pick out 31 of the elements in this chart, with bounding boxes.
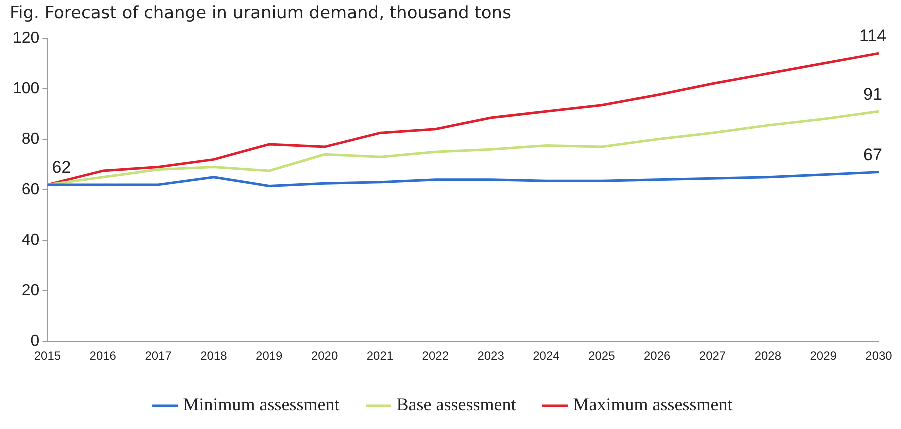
x-tick-label: 2026 bbox=[644, 349, 671, 364]
x-tick-label: 2024 bbox=[533, 349, 560, 364]
x-tick-label: 2027 bbox=[699, 349, 726, 364]
x-tick-label: 2023 bbox=[478, 349, 505, 364]
x-tick-label: 2029 bbox=[810, 349, 838, 364]
data-label: 114 bbox=[859, 26, 887, 46]
legend-label: Minimum assessment bbox=[183, 394, 340, 415]
y-tick-label: 40 bbox=[22, 232, 40, 249]
x-tick-label: 2021 bbox=[366, 349, 394, 364]
x-tick-label: 2025 bbox=[588, 349, 616, 364]
x-tick-label: 2017 bbox=[145, 349, 172, 364]
y-tick-label: 20 bbox=[22, 282, 40, 300]
x-tick-label: 2018 bbox=[200, 349, 228, 364]
y-tick-label: 100 bbox=[12, 80, 40, 98]
y-tick-label: 120 bbox=[12, 30, 40, 47]
legend-label: Maximum assessment bbox=[573, 394, 733, 415]
x-tick-label: 2019 bbox=[256, 349, 284, 364]
x-tick-label: 2020 bbox=[311, 349, 338, 364]
y-tick-label: 80 bbox=[22, 130, 40, 148]
data-label: 62 bbox=[52, 158, 72, 178]
y-tick-label: 60 bbox=[22, 181, 40, 198]
x-tick-label: 2022 bbox=[422, 349, 450, 364]
y-tick-label: 0 bbox=[30, 333, 40, 350]
x-tick-label: 2016 bbox=[90, 349, 117, 364]
x-tick-label: 2030 bbox=[866, 349, 893, 364]
chart-title: Fig. Forecast of change in uranium demand, thousand tons bbox=[10, 4, 512, 24]
x-tick-label: 2028 bbox=[754, 349, 782, 364]
legend-label: Base assessment bbox=[396, 394, 516, 415]
data-label: 67 bbox=[864, 146, 882, 164]
x-tick-label: 2015 bbox=[34, 349, 62, 364]
data-label: 91 bbox=[864, 84, 882, 104]
